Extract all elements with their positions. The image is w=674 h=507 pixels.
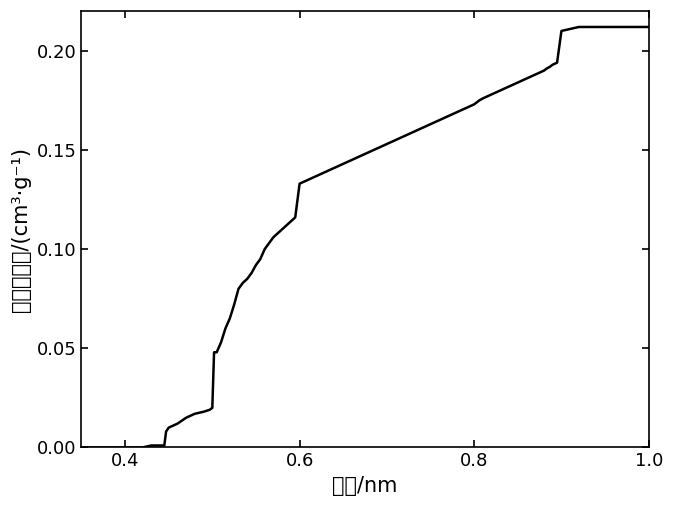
X-axis label: 孔径/nm: 孔径/nm	[332, 476, 398, 496]
Y-axis label: 累积孔体积/(cm³·g⁻¹): 累积孔体积/(cm³·g⁻¹)	[11, 147, 31, 312]
